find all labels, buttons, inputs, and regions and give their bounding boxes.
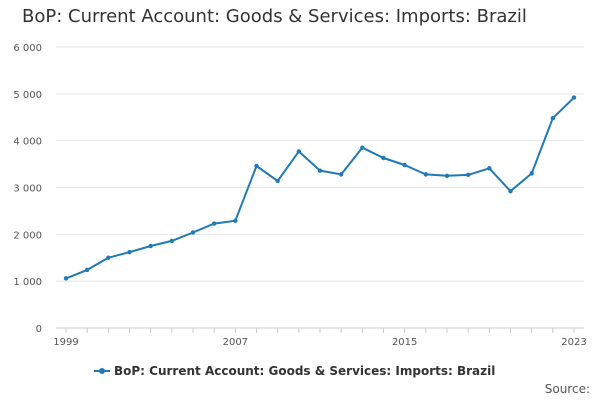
data-point bbox=[317, 168, 323, 173]
data-point bbox=[254, 163, 259, 169]
data-point bbox=[487, 166, 492, 171]
x-tick-label: 1999 bbox=[53, 337, 78, 348]
y-tick-label: 5 000 bbox=[13, 90, 42, 101]
y-tick-label: 0 bbox=[36, 324, 42, 335]
data-point bbox=[508, 189, 513, 194]
data-point bbox=[275, 178, 280, 184]
data-point bbox=[190, 230, 196, 235]
y-tick-label: 6 000 bbox=[13, 43, 42, 54]
data-point bbox=[550, 115, 556, 121]
data-point bbox=[529, 171, 534, 176]
data-point bbox=[338, 172, 344, 177]
legend-label: BoP: Current Account: Goods & Services: … bbox=[114, 364, 496, 378]
y-tick-label: 2 000 bbox=[13, 230, 42, 241]
data-point bbox=[63, 276, 69, 281]
x-tick-label: 2007 bbox=[223, 337, 248, 348]
gridlines bbox=[56, 46, 584, 282]
data-point bbox=[423, 172, 429, 177]
chart-title: BoP: Current Account: Goods & Services: … bbox=[22, 6, 527, 27]
y-tick-label: 3 000 bbox=[13, 184, 42, 195]
data-point bbox=[360, 145, 365, 150]
data-point bbox=[84, 267, 90, 273]
x-tick-label: 2023 bbox=[561, 337, 586, 348]
x-axis: 1999 2007 2015 2023 bbox=[53, 327, 587, 348]
data-point bbox=[127, 249, 132, 255]
source-label: Source: bbox=[544, 382, 590, 396]
data-point bbox=[211, 221, 217, 226]
data-point bbox=[381, 155, 386, 161]
legend-line-marker-icon bbox=[94, 366, 110, 376]
y-axis-ticks: 0 1 000 2 000 3 000 4 000 5 000 6 000 bbox=[13, 43, 42, 335]
series-layer bbox=[63, 95, 577, 281]
data-point bbox=[169, 238, 175, 244]
data-point bbox=[106, 255, 111, 260]
data-point bbox=[402, 162, 407, 168]
y-tick-label: 1 000 bbox=[13, 277, 42, 288]
data-point bbox=[148, 243, 153, 249]
data-point bbox=[444, 173, 450, 178]
legend[interactable]: BoP: Current Account: Goods & Services: … bbox=[94, 364, 495, 378]
data-point bbox=[233, 218, 238, 223]
y-tick-label: 4 000 bbox=[13, 137, 42, 148]
x-tick-label: 2015 bbox=[392, 337, 417, 348]
data-point bbox=[465, 172, 471, 178]
data-point bbox=[296, 149, 302, 154]
data-point bbox=[571, 95, 577, 100]
